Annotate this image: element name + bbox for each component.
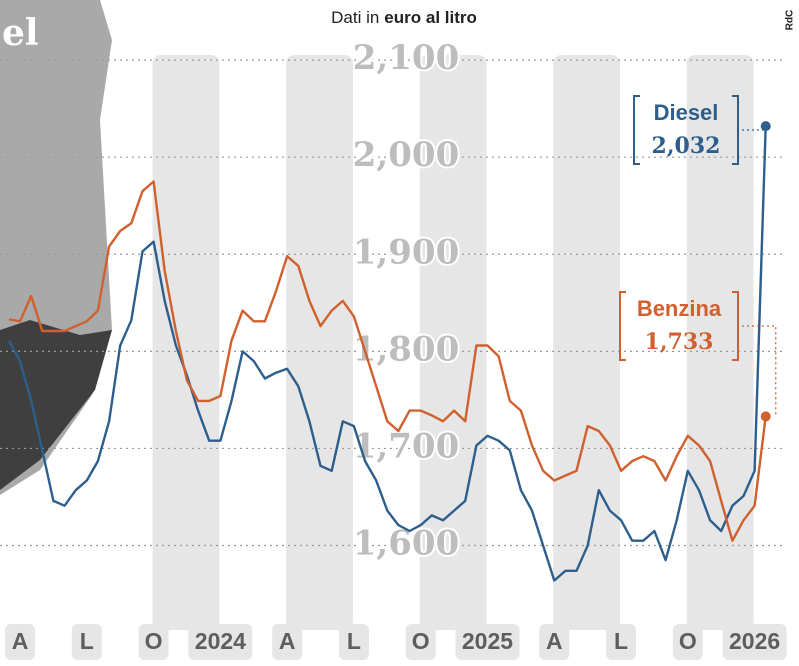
title-bold: euro al litro bbox=[384, 8, 477, 27]
end-point bbox=[761, 411, 771, 421]
y-tick-label: 1,900 bbox=[353, 232, 459, 272]
source: RdC bbox=[785, 10, 796, 31]
y-tick-label: 1,700 bbox=[353, 426, 459, 466]
y-tick-label: 2,000 bbox=[353, 135, 459, 175]
x-tick-label: 2024 bbox=[195, 628, 246, 654]
callout-value: 2,032 bbox=[652, 133, 721, 159]
x-tick-label: 2026 bbox=[729, 628, 780, 654]
x-tick-label: A bbox=[546, 628, 563, 654]
x-tick-label: O bbox=[412, 628, 430, 654]
title-plain: Dati in bbox=[331, 8, 379, 27]
x-tick-label: A bbox=[12, 628, 29, 654]
end-point bbox=[761, 121, 771, 131]
quarter-band bbox=[153, 55, 220, 630]
x-tick-label: L bbox=[80, 628, 94, 654]
callout-value: 1,733 bbox=[645, 329, 714, 355]
callout-name: Benzina bbox=[637, 296, 722, 321]
callout-name: Diesel bbox=[654, 100, 719, 125]
background-text: el bbox=[2, 12, 39, 54]
chart: el Dati ineuro al litro RdC 1,6001,7001,… bbox=[0, 0, 799, 666]
x-tick-label: O bbox=[145, 628, 163, 654]
quarter-band bbox=[286, 55, 353, 630]
x-tick-label: 2025 bbox=[462, 628, 513, 654]
x-tick-label: A bbox=[279, 628, 296, 654]
chart-title: Dati in euro al litro bbox=[331, 8, 477, 27]
x-tick-label: L bbox=[347, 628, 361, 654]
y-tick-label: 2,100 bbox=[353, 38, 459, 78]
quarter-band bbox=[553, 55, 620, 630]
x-tick-label: O bbox=[679, 628, 697, 654]
x-tick-label: L bbox=[614, 628, 628, 654]
